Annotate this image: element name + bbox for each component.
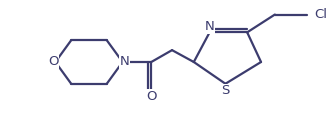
Text: O: O — [48, 56, 59, 68]
Text: S: S — [221, 84, 230, 97]
Text: N: N — [205, 20, 215, 33]
Text: Cl: Cl — [315, 8, 327, 21]
Text: O: O — [146, 90, 157, 103]
Text: N: N — [120, 56, 129, 68]
